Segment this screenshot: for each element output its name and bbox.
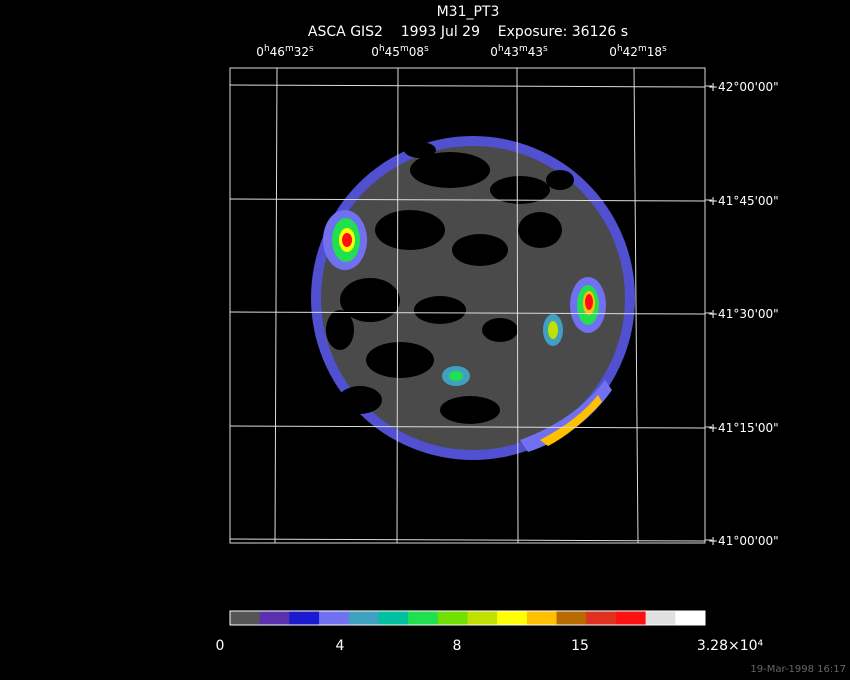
dec-grid-line (229, 198, 706, 202)
grid (229, 67, 706, 544)
colorbar-cell (259, 611, 290, 625)
colorbar-cell (378, 611, 409, 625)
dec-grid-line (229, 84, 706, 88)
colorbar-label: 4 (336, 638, 345, 654)
colorbar-cell (408, 611, 439, 625)
dec-grid-line (229, 311, 706, 315)
colorbar-cell (675, 611, 706, 625)
title: M31_PT3 (437, 4, 500, 20)
colorbar-cell (615, 611, 647, 625)
ra-label: 0h45m08s (371, 44, 429, 59)
colorbar-label: 0 (216, 638, 225, 654)
dec-label: +41°30'00" (708, 307, 779, 321)
dec-grid-line (229, 425, 706, 429)
ra-grid-line (516, 67, 519, 544)
dec-label: +41°00'00" (708, 534, 779, 548)
colorbar-cell (289, 611, 320, 625)
ra-grid-line (274, 67, 278, 544)
dec-grid-line (229, 538, 706, 542)
dec-label: +41°15'00" (708, 421, 779, 435)
colorbar-label: 15 (571, 638, 589, 654)
colorbar-label: 3.28×10⁴ (697, 638, 764, 654)
ra-label: 0h43m43s (490, 44, 548, 59)
timestamp: 19-Mar-1998 16:17 (750, 664, 846, 675)
ra-label: 0h46m32s (256, 44, 314, 59)
dec-label: +42°00'00" (708, 80, 779, 94)
colorbar-cell (230, 611, 261, 625)
colorbar-cell (586, 611, 617, 625)
colorbar-cell (467, 611, 498, 625)
edge-bright (520, 380, 612, 452)
ra-grid-line (633, 67, 639, 544)
frame (229, 67, 706, 544)
colorbar-cell (348, 611, 379, 625)
subtitle: ASCA GIS2 1993 Jul 29 Exposure: 36126 s (308, 24, 628, 40)
colorbar-frame (229, 610, 706, 626)
colorbar-label: 8 (453, 638, 462, 654)
sky-image (311, 136, 635, 460)
colorbar-cell (556, 611, 587, 625)
colorbar-cell (497, 611, 528, 625)
colorbar-cell (437, 611, 468, 625)
colorbar-cell (526, 611, 558, 625)
colorbar-cell (645, 611, 676, 625)
ra-label: 0h42m18s (609, 44, 667, 59)
colorbar-cell (319, 611, 350, 625)
noise (326, 142, 574, 424)
ra-grid-line (396, 67, 399, 544)
dec-label: +41°45'00" (708, 194, 779, 208)
